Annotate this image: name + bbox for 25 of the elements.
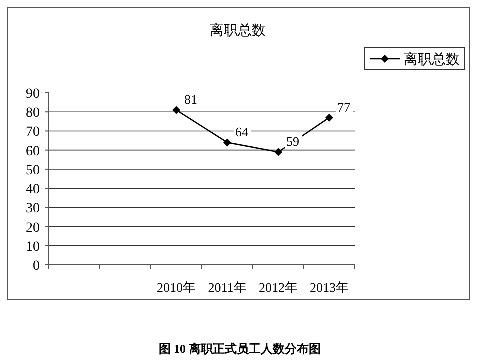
data-label: 64 <box>236 124 249 140</box>
y-tick-label: 50 <box>26 163 40 178</box>
y-tick-label: 80 <box>26 106 40 122</box>
y-tick-label: 70 <box>26 125 40 140</box>
x-tick-label: 2012年 <box>259 280 298 295</box>
y-tick-label: 10 <box>26 240 40 255</box>
y-tick-label: 90 <box>26 87 40 102</box>
point <box>172 106 180 114</box>
x-tick-label: 2010年 <box>157 280 196 295</box>
y-tick-label: 20 <box>26 220 40 236</box>
point <box>224 138 232 147</box>
y-tick-label: 0 <box>33 259 40 274</box>
y-tick-label: 30 <box>26 202 40 217</box>
data-label: 77 <box>338 100 351 115</box>
legend-label: 离职总数 <box>404 52 460 68</box>
y-tick-label: 60 <box>26 144 40 160</box>
point <box>326 114 334 122</box>
point <box>274 148 282 156</box>
data-label: 59 <box>286 134 300 150</box>
y-tick-label: 40 <box>26 182 40 198</box>
chart-title: 离职总数 <box>210 23 266 39</box>
data-label: 81 <box>184 92 198 108</box>
x-tick-label: 2011年 <box>208 280 247 295</box>
x-tick-label: 2013年 <box>310 280 349 295</box>
caption: 图 10 离职正式员工人数分布图 <box>159 342 321 356</box>
